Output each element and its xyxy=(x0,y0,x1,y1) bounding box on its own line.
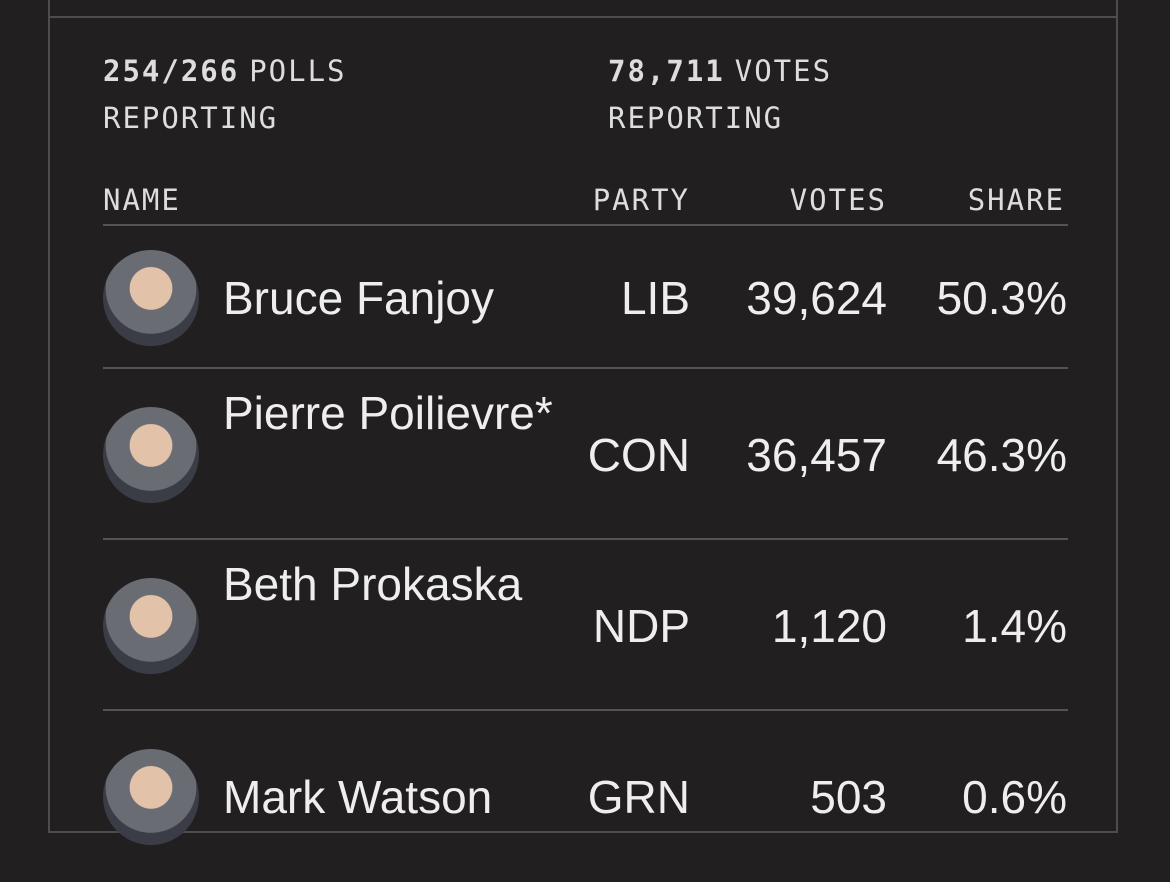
votes: 36,457 xyxy=(746,429,887,481)
candidate-name: Mark Watson xyxy=(223,771,493,823)
share: 0.6% xyxy=(962,771,1067,823)
column-header: VOTES xyxy=(789,183,887,217)
stat-count: 254/266 xyxy=(103,54,240,88)
row-rule xyxy=(103,709,1068,711)
table-row: Bruce Fanjoy LIB 39,624 50.3% xyxy=(103,227,1067,369)
share: 46.3% xyxy=(936,429,1067,481)
party: CON xyxy=(587,429,690,481)
candidate-name: Beth Prokaska xyxy=(223,558,523,610)
stat-label: POLLS xyxy=(249,54,347,88)
stat: 254/266 POLLS REPORTING xyxy=(103,48,347,142)
votes: 1,120 xyxy=(771,600,887,652)
candidate-photo xyxy=(103,250,199,346)
candidate-name: Bruce Fanjoy xyxy=(223,272,495,324)
share: 50.3% xyxy=(936,272,1067,324)
stat-line: 254/266 POLLS xyxy=(103,48,347,95)
candidate-photo xyxy=(103,407,199,503)
stat-line: 78,711 VOTES xyxy=(608,48,832,95)
page: 254/266 POLLS REPORTING 78,711 VOTES REPORTIN… xyxy=(48,0,1118,845)
votes: 503 xyxy=(810,771,887,823)
column-header: SHARE xyxy=(967,183,1065,217)
column-header: PARTY xyxy=(592,183,690,217)
candidate-photo xyxy=(103,578,199,674)
table-row: Beth Prokaska NDP 1,120 1.4% xyxy=(103,541,1067,711)
party: GRN xyxy=(587,771,690,823)
table-row: Mark Watson GRN 503 0.6% xyxy=(103,712,1067,882)
candidate-photo xyxy=(103,749,199,845)
candidate-name: Pierre Poilievre* xyxy=(223,387,553,439)
share: 1.4% xyxy=(962,600,1067,652)
table-row: Pierre Poilievre* CON 36,457 46.3% xyxy=(103,370,1067,540)
party: NDP xyxy=(592,600,690,652)
stat-count: 78,711 xyxy=(608,54,725,88)
row-rule xyxy=(103,367,1068,369)
results-panel xyxy=(48,0,1118,833)
header-rule xyxy=(103,224,1068,226)
panel-divider xyxy=(50,16,1118,18)
stat-label: VOTES xyxy=(734,54,833,88)
column-header: NAME xyxy=(103,183,181,217)
stat-label: REPORTING xyxy=(103,101,279,135)
stat: 78,711 VOTES REPORTING xyxy=(608,48,832,142)
row-rule xyxy=(103,538,1068,540)
stat-label: REPORTING xyxy=(608,101,784,135)
party: LIB xyxy=(620,272,690,324)
votes: 39,624 xyxy=(746,272,887,324)
